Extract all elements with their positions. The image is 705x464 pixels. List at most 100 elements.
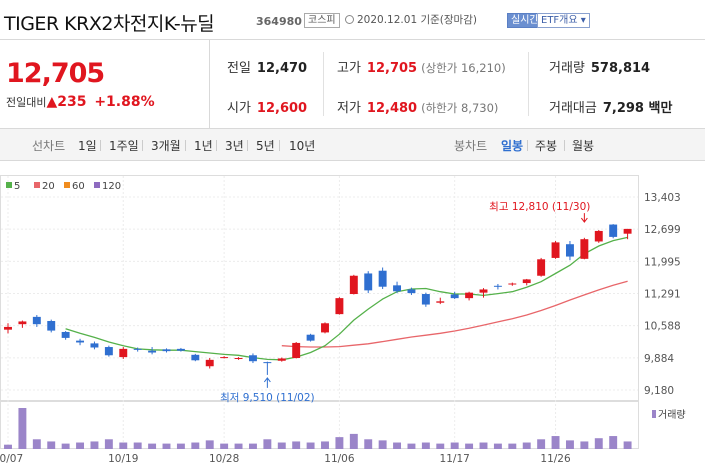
candle-body	[522, 279, 531, 284]
volume-bar	[76, 442, 85, 449]
volume-bar	[522, 442, 531, 449]
tab-daily[interactable]: 일봉	[501, 139, 524, 153]
max-arrow-icon	[580, 213, 588, 223]
volume-bar	[378, 440, 387, 449]
tab-separator	[216, 140, 217, 151]
volume-bar	[364, 439, 373, 449]
volume-bar	[263, 439, 272, 449]
volume-legend-label: 거래량	[658, 409, 686, 421]
legend-label: 120	[102, 181, 121, 192]
volume-bar	[436, 443, 445, 449]
candle-body	[565, 244, 574, 257]
low-label: 저가	[337, 101, 361, 116]
date-text: 2020.12.01 기준(장마감)	[357, 14, 477, 26]
volume-info-label: 거래량	[549, 61, 585, 76]
volume-bar	[393, 442, 402, 449]
volume-bar	[133, 442, 142, 449]
y-tick-label: 9,180	[644, 385, 674, 397]
candle-body	[47, 320, 56, 331]
volume-bar	[176, 443, 185, 449]
volume-bar	[234, 443, 243, 449]
trade-amount-label: 거래대금	[549, 101, 597, 116]
lower-limit: (하한가 8,730)	[421, 101, 499, 115]
volume-bar	[277, 442, 286, 449]
price-change: 전일대비▲235 +1.88%	[6, 94, 155, 110]
volume-bar	[162, 443, 171, 449]
tab-separator	[247, 140, 248, 151]
open-value: 12,600	[256, 101, 308, 116]
tab-separator	[185, 140, 186, 151]
ma5-line	[65, 236, 628, 361]
volume-bar	[479, 442, 488, 449]
y-tick-label: 10,588	[644, 321, 681, 333]
current-price: 12,705	[6, 58, 105, 89]
y-tick-label: 9,884	[644, 353, 674, 365]
volume-info: 거래량 578,814	[549, 57, 650, 76]
volume-bar	[609, 436, 618, 449]
candlestick-chart: 13,403 12,699 11,995 11,291 10,588 9,884 9,180…	[0, 175, 686, 464]
price-info-panel: 전일 12,470 고가 12,705 (상한가 16,210) 거래량 578,814…	[209, 40, 705, 128]
change-value: 235	[57, 94, 87, 110]
volume-bar	[508, 443, 517, 449]
divider	[323, 52, 324, 116]
volume-bar	[18, 408, 27, 449]
change-percent: +1.88%	[94, 94, 155, 110]
x-tick-label: 11/17	[440, 453, 470, 464]
candle-body	[205, 359, 214, 367]
tab-separator	[564, 140, 565, 151]
candle-body	[76, 340, 85, 343]
candle-body	[321, 323, 329, 333]
legend-swatch	[94, 182, 100, 188]
market-badge: 코스피	[304, 13, 340, 28]
volume-bar	[61, 443, 70, 449]
candle-body	[436, 301, 445, 303]
volume-bar	[623, 441, 632, 449]
tab-1y[interactable]: 1년	[194, 139, 213, 153]
stock-code: 364980	[256, 15, 302, 28]
etf-overview-button[interactable]: ETF개요 ▾	[537, 13, 590, 28]
candle-body	[306, 334, 315, 341]
up-arrow-icon: ▲	[46, 94, 58, 110]
y-tick-label: 11,291	[644, 289, 681, 301]
tab-5y[interactable]: 5년	[256, 139, 275, 153]
tab-weekly[interactable]: 주봉	[535, 139, 558, 153]
volume-frame	[0, 401, 639, 449]
candle-body	[191, 354, 200, 361]
open-label: 시가	[227, 101, 251, 116]
trade-amount: 거래대금 7,298 백만	[549, 97, 672, 116]
upper-limit: (상한가 16,210)	[421, 61, 506, 75]
tab-3m[interactable]: 3개월	[151, 139, 181, 153]
candle-body	[176, 348, 185, 351]
candle-body	[133, 348, 142, 350]
candle-body	[421, 294, 430, 305]
tab-separator	[279, 140, 280, 151]
volume-bar	[47, 441, 56, 449]
high-label: 고가	[337, 61, 361, 76]
etf-title: TIGER KRX2차전지K-뉴딜	[4, 13, 215, 35]
tab-10y[interactable]: 10년	[289, 139, 316, 153]
volume-bar	[537, 439, 546, 449]
candle-body	[162, 349, 171, 352]
tab-1d[interactable]: 1일	[78, 139, 97, 153]
tab-1w[interactable]: 1주일	[109, 139, 139, 153]
candle-body	[407, 289, 416, 294]
tab-3y[interactable]: 3년	[225, 139, 244, 153]
open-price: 시가 12,600	[227, 97, 307, 116]
volume-bar	[349, 433, 358, 449]
volume-bar	[292, 441, 301, 449]
x-tick-label: 10/28	[209, 453, 239, 464]
clock-icon	[345, 15, 354, 24]
candle-body	[450, 294, 459, 299]
trade-amount-value: 7,298 백만	[602, 101, 673, 116]
candle-body	[61, 331, 70, 338]
candle-body	[594, 230, 603, 242]
tab-monthly[interactable]: 월봉	[572, 139, 595, 153]
candle-body	[277, 358, 286, 361]
volume-bar	[465, 443, 474, 449]
x-tick-label: 10/19	[108, 453, 138, 464]
y-tick-label: 11,995	[644, 256, 681, 268]
candle-chart-label: 봉차트	[454, 139, 488, 153]
candle-body	[263, 362, 272, 364]
candle-body	[609, 224, 618, 237]
x-tick-label: 10/07	[0, 453, 23, 464]
